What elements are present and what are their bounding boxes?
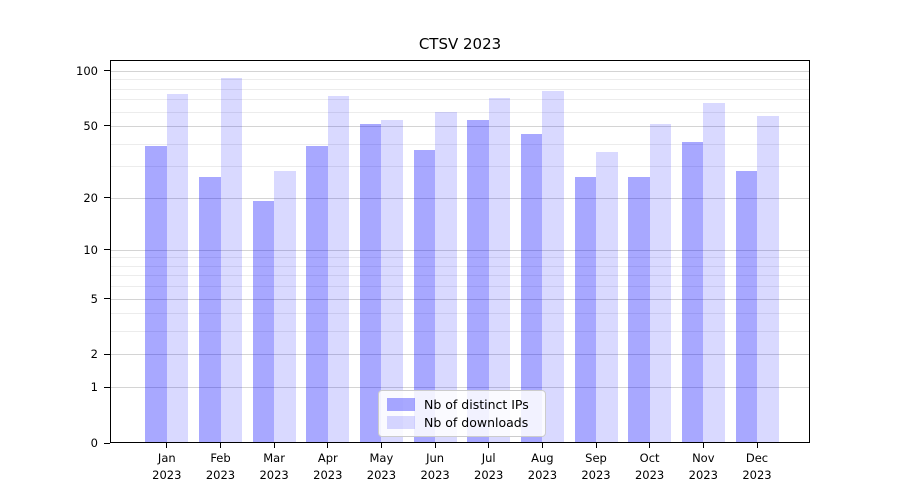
gridline-minor: [111, 99, 809, 101]
x-tick-mark: [220, 443, 221, 448]
bar-downloads: [220, 77, 242, 442]
bar-downloads: [488, 98, 511, 442]
y-tick-label: 50: [83, 118, 98, 133]
bar-distinct-ips: [413, 149, 436, 442]
bar-distinct-ips: [520, 134, 543, 442]
y-tick-label: 0: [90, 436, 98, 450]
bar-downloads: [596, 151, 618, 442]
gridline-major: [111, 354, 809, 356]
y-tick-mark: [104, 125, 110, 127]
legend: Nb of distinct IPs Nb of downloads: [378, 390, 546, 437]
x-tick-label: Aug 2023: [527, 451, 558, 482]
gridline-minor: [111, 286, 809, 288]
legend-swatch-distinct-ips: [387, 398, 415, 411]
x-tick-label: Oct 2023: [634, 451, 665, 482]
y-tick-label: 10: [83, 242, 98, 257]
bar-distinct-ips: [199, 177, 221, 442]
gridline-minor: [111, 166, 809, 168]
y-tick-label: 5: [90, 291, 98, 306]
x-tick-mark: [756, 443, 758, 448]
bar-downloads: [542, 90, 564, 442]
y-tick-mark: [104, 442, 110, 444]
gridline-major: [111, 387, 809, 389]
x-tick-mark: [649, 443, 651, 448]
bar-distinct-ips: [145, 145, 167, 442]
legend-item-distinct-ips: Nb of distinct IPs: [387, 397, 537, 412]
x-tick-label: Sep 2023: [581, 451, 611, 482]
y-tick-mark: [104, 353, 110, 355]
gridline-major: [111, 298, 809, 300]
gridline-minor: [111, 313, 809, 315]
legend-swatch-downloads: [387, 416, 415, 429]
x-tick-mark: [595, 443, 597, 448]
gridline-minor: [111, 331, 809, 333]
bar-downloads: [703, 102, 725, 442]
bar-distinct-ips: [681, 141, 704, 442]
x-tick-label: May 2023: [366, 451, 397, 482]
y-tick-mark: [104, 197, 110, 198]
chart-title: CTSV 2023: [418, 35, 502, 53]
x-tick-label: Dec 2023: [742, 451, 772, 482]
y-tick-label: 20: [83, 190, 98, 205]
bar-downloads: [274, 171, 296, 442]
x-tick-mark: [327, 443, 329, 448]
x-tick-mark: [166, 443, 168, 448]
x-tick-label: Apr 2023: [313, 451, 343, 482]
bar-distinct-ips: [735, 171, 757, 442]
gridline-minor: [111, 257, 809, 259]
bar-downloads: [649, 124, 672, 442]
y-tick-mark: [104, 298, 110, 299]
x-tick-label: Nov 2023: [688, 451, 718, 482]
legend-label-downloads: Nb of downloads: [424, 415, 529, 430]
gridline-minor: [111, 88, 809, 90]
bar-distinct-ips: [359, 124, 382, 442]
plot-area: [110, 60, 810, 443]
y-tick-mark: [104, 386, 110, 388]
x-tick-mark: [541, 443, 543, 448]
x-tick-label: Mar 2023: [259, 451, 289, 482]
bar-downloads: [381, 119, 403, 442]
x-tick-mark: [488, 443, 490, 448]
y-tick-label: 2: [90, 347, 98, 362]
gridline-major: [111, 70, 809, 72]
y-tick-label: 100: [76, 63, 98, 78]
gridline-minor: [111, 275, 809, 277]
bar-downloads: [327, 95, 350, 442]
bar-distinct-ips: [467, 119, 489, 442]
gridline-major: [111, 125, 809, 127]
legend-label-distinct-ips: Nb of distinct IPs: [424, 397, 529, 412]
y-tick-label: 1: [90, 380, 98, 395]
bar-distinct-ips: [574, 177, 596, 442]
x-tick-label: Jul 2023: [474, 451, 504, 482]
y-tick-mark: [104, 249, 110, 251]
y-tick-mark: [104, 70, 110, 72]
bar-distinct-ips: [628, 177, 650, 442]
bar-downloads: [435, 111, 457, 442]
gridline-minor: [111, 265, 809, 267]
bar-downloads: [757, 115, 779, 442]
x-tick-mark: [380, 443, 382, 448]
bar-distinct-ips: [252, 201, 275, 442]
gridline-major: [111, 249, 809, 251]
gridline-major: [111, 197, 809, 199]
x-tick-label: Feb 2023: [205, 451, 236, 482]
x-tick-mark: [702, 443, 704, 448]
x-tick-mark: [273, 443, 275, 448]
gridline-minor: [111, 111, 809, 113]
gridline-minor: [111, 143, 809, 145]
x-tick-label: Jan 2023: [152, 451, 182, 482]
bar-downloads: [166, 93, 189, 442]
x-tick-label: Jun 2023: [420, 451, 450, 482]
bar-distinct-ips: [306, 145, 328, 442]
x-tick-mark: [434, 443, 436, 448]
legend-item-downloads: Nb of downloads: [387, 415, 537, 430]
gridline-minor: [111, 79, 809, 81]
